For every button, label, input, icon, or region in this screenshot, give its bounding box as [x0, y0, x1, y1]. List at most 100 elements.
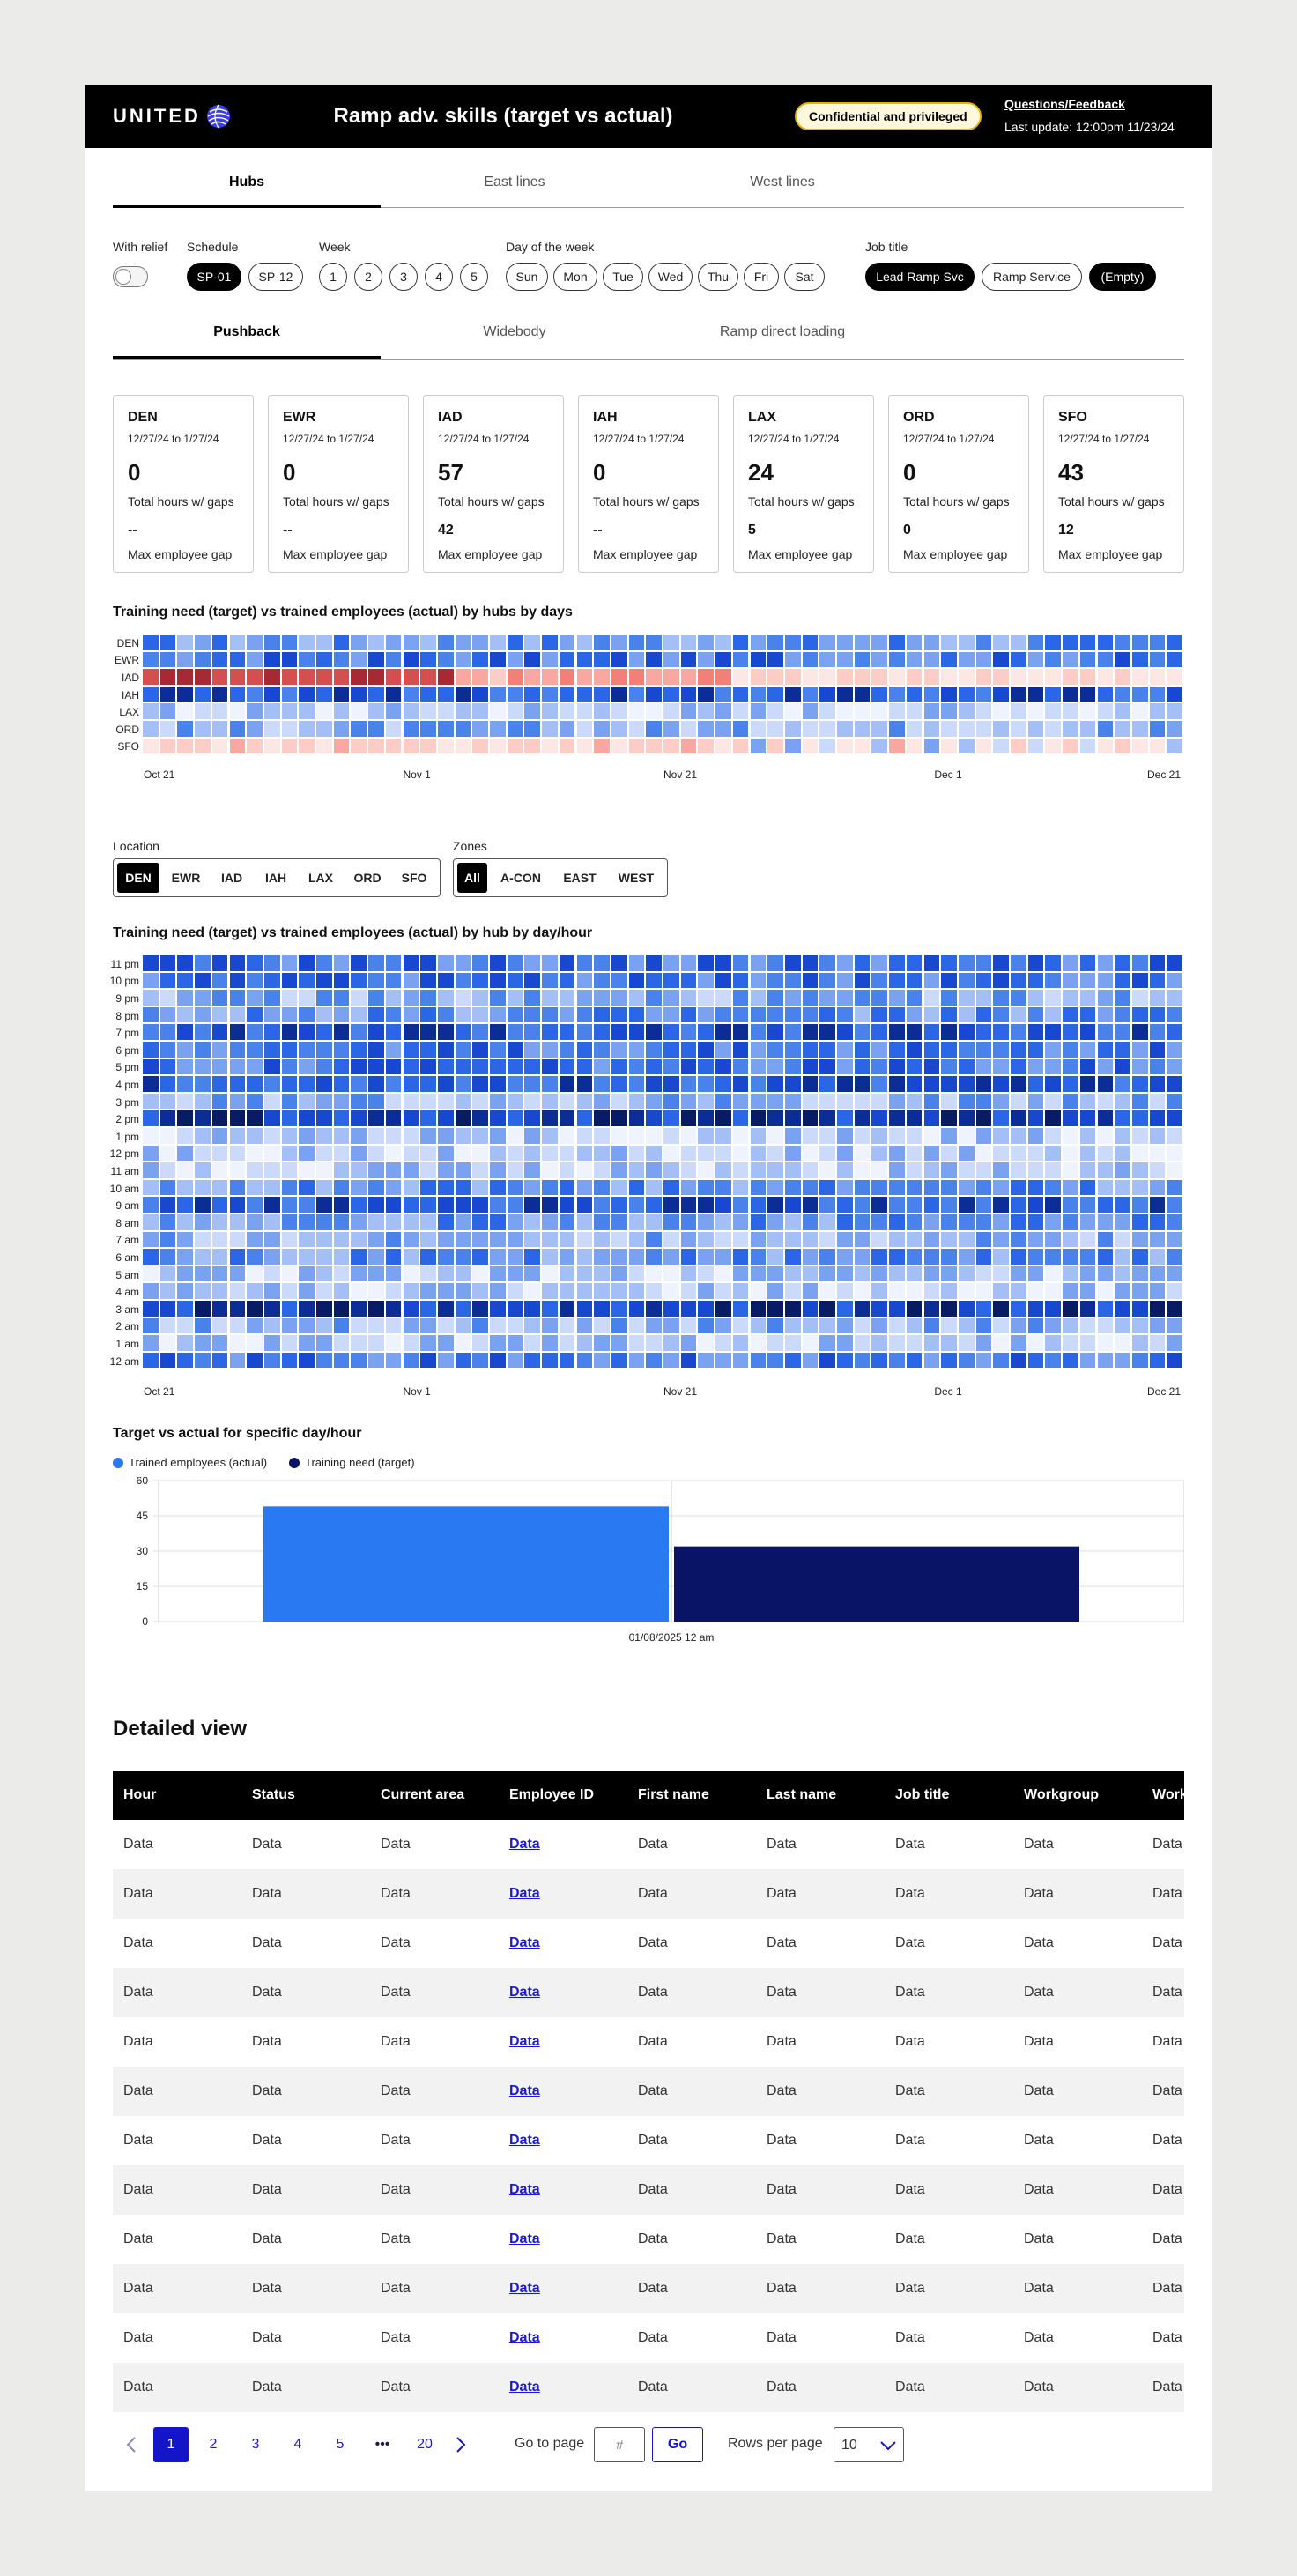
heatmap-cell[interactable]: [941, 651, 957, 668]
heatmap-cell[interactable]: [889, 635, 905, 650]
heatmap-cell[interactable]: [715, 1318, 731, 1334]
heatmap-cell[interactable]: [455, 1024, 471, 1040]
heatmap-cell[interactable]: [1097, 669, 1114, 685]
heatmap-cell[interactable]: [195, 990, 211, 1006]
heatmap-cell[interactable]: [594, 721, 610, 737]
heatmap-cell[interactable]: [247, 990, 263, 1006]
heatmap-cell[interactable]: [784, 1093, 801, 1110]
heatmap-cell[interactable]: [1115, 651, 1130, 668]
heatmap-cell[interactable]: [229, 1318, 246, 1334]
heatmap-cell[interactable]: [906, 686, 923, 702]
heatmap-cell[interactable]: [211, 703, 228, 719]
heatmap-cell[interactable]: [211, 1128, 228, 1144]
heatmap-cell[interactable]: [437, 1058, 454, 1075]
heatmap-cell[interactable]: [698, 1335, 715, 1351]
heatmap-cell[interactable]: [229, 1110, 246, 1126]
heatmap-cell[interactable]: [143, 1145, 159, 1162]
heatmap-cell[interactable]: [385, 1024, 402, 1040]
heatmap-cell[interactable]: [1115, 1197, 1130, 1213]
heatmap-cell[interactable]: [1149, 1283, 1166, 1299]
heatmap-cell[interactable]: [351, 738, 367, 754]
heatmap-cell[interactable]: [403, 990, 419, 1006]
heatmap-cell[interactable]: [420, 1318, 436, 1334]
heatmap-cell[interactable]: [195, 1231, 211, 1248]
heatmap-cell[interactable]: [403, 1231, 419, 1248]
heatmap-cell[interactable]: [559, 669, 575, 685]
heatmap-cell[interactable]: [837, 1179, 853, 1196]
heatmap-cell[interactable]: [1079, 1318, 1096, 1334]
heatmap-cell[interactable]: [941, 1231, 957, 1248]
heatmap-cell[interactable]: [628, 686, 645, 702]
heatmap-cell[interactable]: [889, 669, 905, 685]
heatmap-cell[interactable]: [975, 1058, 992, 1075]
heatmap-cell[interactable]: [333, 955, 350, 971]
heatmap-cell[interactable]: [837, 1266, 853, 1282]
heatmap-cell[interactable]: [420, 1093, 436, 1110]
heatmap-cell[interactable]: [177, 1197, 194, 1213]
heatmap-cell[interactable]: [159, 990, 176, 1006]
heatmap-cell[interactable]: [437, 1231, 454, 1248]
heatmap-cell[interactable]: [472, 1231, 488, 1248]
heatmap-cell[interactable]: [698, 1301, 715, 1317]
heatmap-cell[interactable]: [490, 651, 506, 668]
heatmap-cell[interactable]: [854, 651, 871, 668]
heatmap-cell[interactable]: [1097, 1058, 1114, 1075]
heatmap-cell[interactable]: [524, 669, 541, 685]
heatmap-cell[interactable]: [333, 1266, 350, 1282]
heatmap-cell[interactable]: [211, 635, 228, 650]
heatmap-cell[interactable]: [524, 1110, 541, 1126]
heatmap-cell[interactable]: [351, 1318, 367, 1334]
week-2[interactable]: 2: [354, 263, 382, 291]
heatmap-cell[interactable]: [889, 972, 905, 989]
heatmap-cell[interactable]: [247, 1214, 263, 1230]
heatmap-cell[interactable]: [524, 1128, 541, 1144]
heatmap-cell[interactable]: [437, 1283, 454, 1299]
heatmap-cell[interactable]: [524, 1162, 541, 1178]
heatmap-cell[interactable]: [1131, 1162, 1148, 1178]
heatmap-cell[interactable]: [1045, 721, 1062, 737]
heatmap-cell[interactable]: [299, 738, 315, 754]
heatmap-cell[interactable]: [958, 1318, 975, 1334]
heatmap-cell[interactable]: [229, 1266, 246, 1282]
heatmap-cell[interactable]: [906, 990, 923, 1006]
heatmap-cell[interactable]: [1011, 1006, 1026, 1023]
heatmap-cell[interactable]: [941, 1042, 957, 1058]
heatmap-cell[interactable]: [698, 1145, 715, 1162]
heatmap-cell[interactable]: [646, 1076, 662, 1092]
heatmap-cell[interactable]: [975, 703, 992, 719]
heatmap-cell[interactable]: [385, 1110, 402, 1126]
heatmap-cell[interactable]: [177, 738, 194, 754]
heatmap-cell[interactable]: [1079, 1128, 1096, 1144]
heatmap-cell[interactable]: [1131, 1352, 1148, 1369]
heatmap-cell[interactable]: [1079, 1162, 1096, 1178]
heatmap-cell[interactable]: [941, 1197, 957, 1213]
heatmap-cell[interactable]: [507, 1076, 523, 1092]
heatmap-cell[interactable]: [732, 738, 749, 754]
heatmap-cell[interactable]: [802, 1179, 819, 1196]
heatmap-cell[interactable]: [854, 1093, 871, 1110]
heatmap-cell[interactable]: [1027, 1006, 1044, 1023]
heatmap-cell[interactable]: [247, 686, 263, 702]
heatmap-cell[interactable]: [663, 1024, 679, 1040]
heatmap-cell[interactable]: [663, 1301, 679, 1317]
heatmap-cell[interactable]: [750, 1249, 767, 1265]
heatmap-cell[interactable]: [576, 1318, 593, 1334]
heatmap-cell[interactable]: [1045, 1266, 1062, 1282]
heatmap-cell[interactable]: [576, 1145, 593, 1162]
heatmap-cell[interactable]: [229, 1197, 246, 1213]
heatmap-cell[interactable]: [1097, 972, 1114, 989]
heatmap-cell[interactable]: [837, 651, 853, 668]
heatmap-cell[interactable]: [698, 1197, 715, 1213]
heatmap-cell[interactable]: [941, 703, 957, 719]
heatmap-cell[interactable]: [923, 1318, 940, 1334]
heatmap-cell[interactable]: [594, 1301, 610, 1317]
heatmap-cell[interactable]: [177, 955, 194, 971]
heatmap-cell[interactable]: [923, 686, 940, 702]
column-header[interactable]: First name: [638, 1787, 709, 1802]
heatmap-cell[interactable]: [837, 1093, 853, 1110]
heatmap-cell[interactable]: [1011, 669, 1026, 685]
heatmap-cell[interactable]: [611, 1266, 627, 1282]
heatmap-cell[interactable]: [247, 1318, 263, 1334]
heatmap-cell[interactable]: [299, 1006, 315, 1023]
heatmap-cell[interactable]: [576, 1352, 593, 1369]
